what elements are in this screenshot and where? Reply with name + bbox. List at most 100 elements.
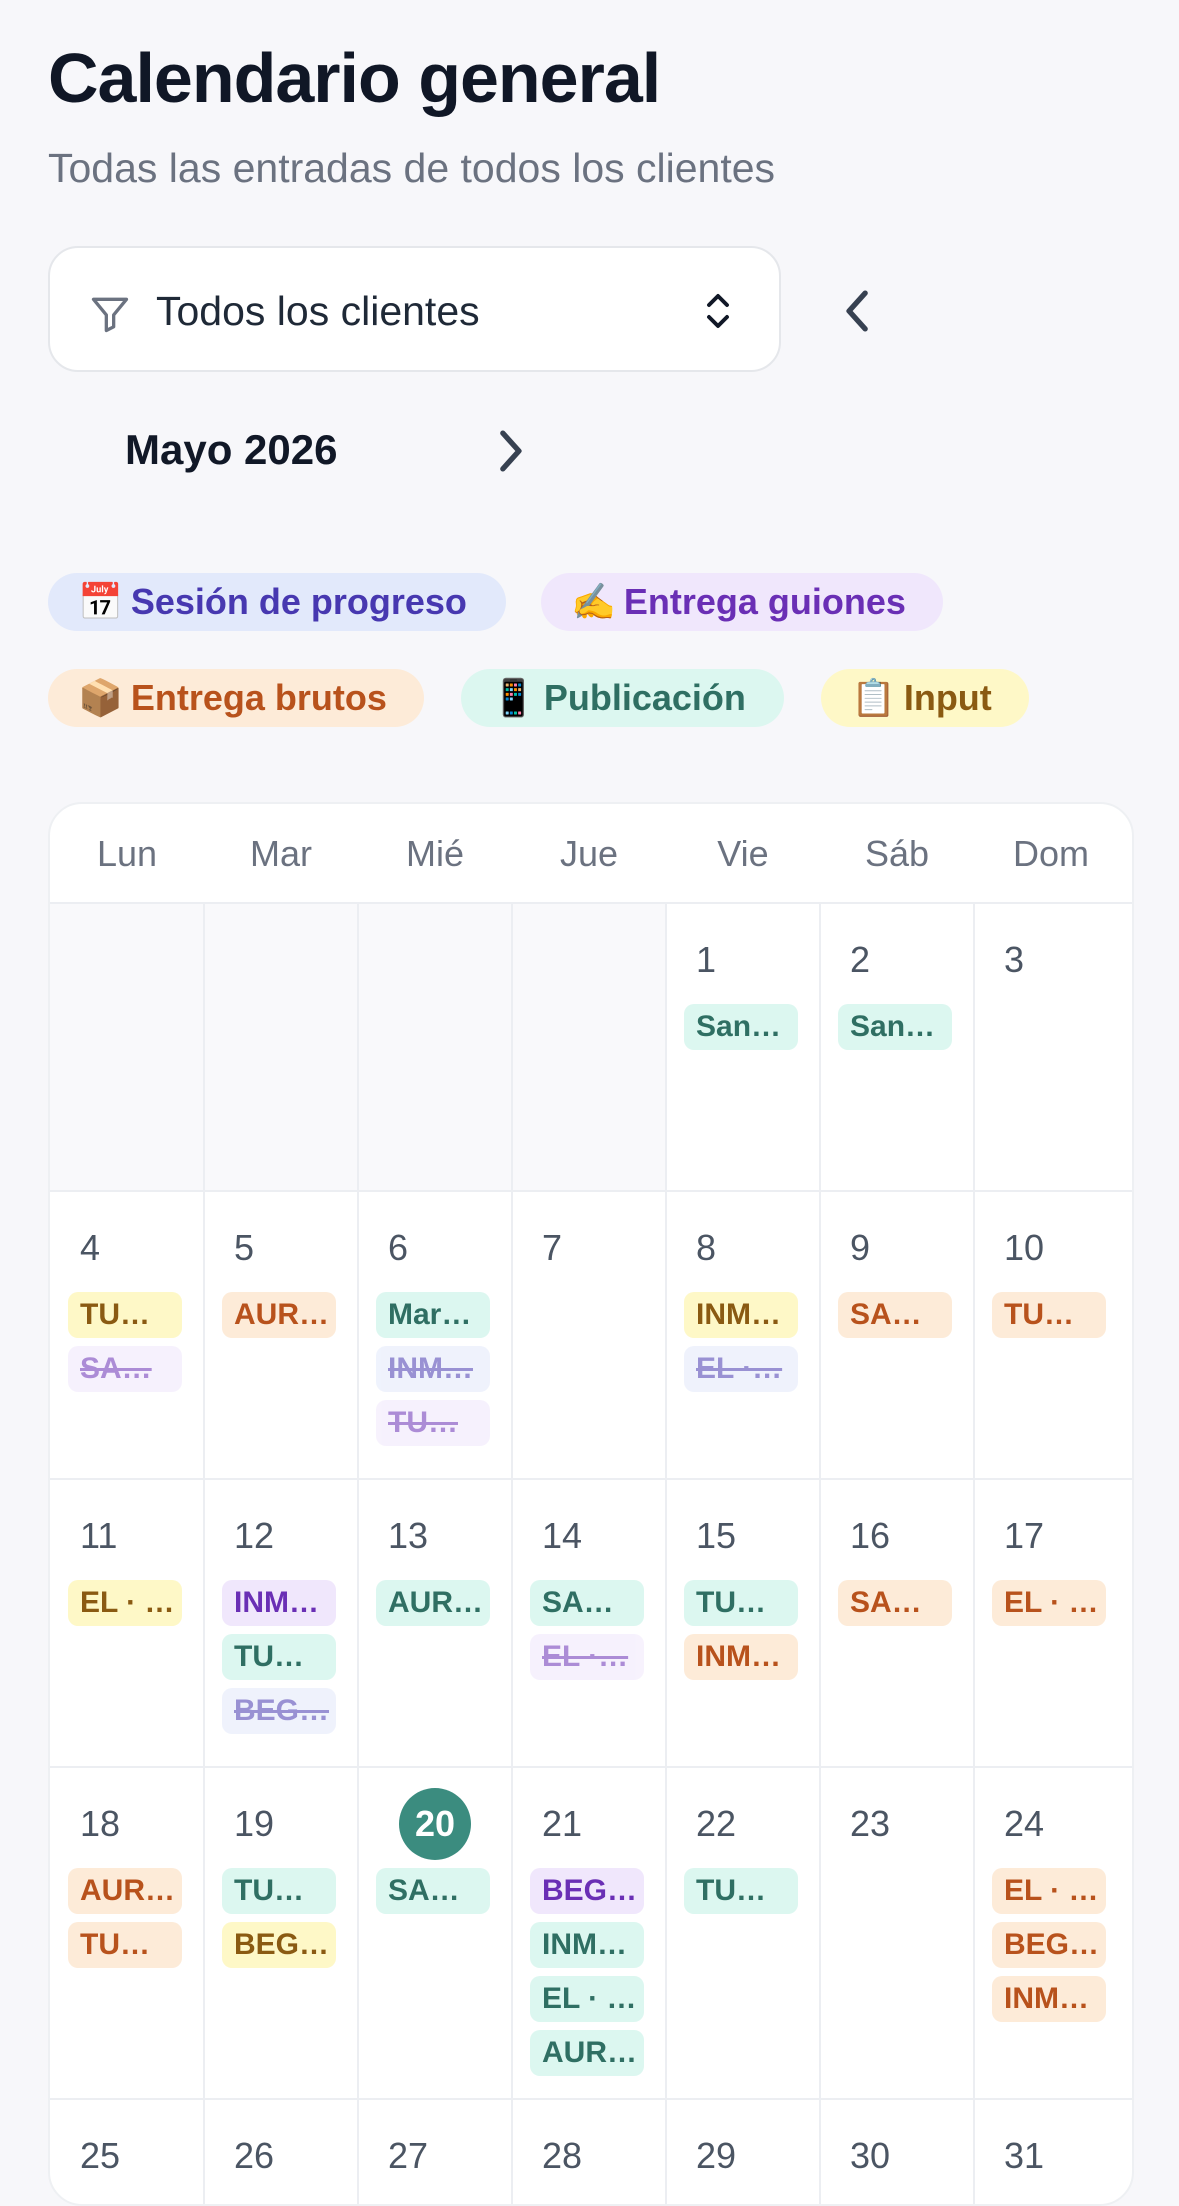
- weekday-header: Lun: [96, 833, 158, 874]
- event-chip[interactable]: BEG…: [530, 1868, 644, 1914]
- client-filter-select[interactable]: Todos los clientes: [48, 246, 781, 372]
- day-cell[interactable]: [50, 2100, 204, 2204]
- event-chip[interactable]: INM…: [376, 1346, 490, 1392]
- chevron-right-icon[interactable]: [488, 426, 532, 476]
- event-chip[interactable]: EL · …: [992, 1580, 1106, 1626]
- legend-emoji-icon: 📦: [78, 677, 123, 718]
- day-cell[interactable]: [666, 1768, 820, 2100]
- event-chip[interactable]: TU…: [68, 1922, 182, 1968]
- event-chip[interactable]: BEG…: [222, 1688, 336, 1734]
- client-filter-value: Todos los clientes: [156, 288, 480, 334]
- legend-inp: 📋 Input: [821, 669, 1029, 727]
- day-number: 4: [80, 1227, 101, 1268]
- event-chip[interactable]: EL · …: [68, 1580, 182, 1626]
- day-number: 26: [234, 2135, 275, 2176]
- event-chip[interactable]: INM…: [684, 1634, 798, 1680]
- legend-label: Publicación: [543, 677, 746, 718]
- day-number: 30: [850, 2135, 891, 2176]
- day-cell[interactable]: [666, 2100, 820, 2204]
- legend-emoji-icon: 📋: [851, 677, 896, 718]
- day-number: 16: [850, 1515, 891, 1556]
- event-chip[interactable]: BEG…: [992, 1922, 1106, 1968]
- month-label: Mayo 2026: [125, 426, 338, 473]
- funnel-icon: [91, 297, 129, 333]
- legend-emoji-icon: 📱: [491, 677, 536, 718]
- day-cell[interactable]: [820, 2100, 974, 2204]
- event-chip[interactable]: SA…: [838, 1580, 952, 1626]
- day-number: 10: [1004, 1227, 1045, 1268]
- event-chip[interactable]: SA…: [838, 1292, 952, 1338]
- weekday-header: Mar: [250, 833, 312, 874]
- event-chip[interactable]: SA…: [530, 1580, 644, 1626]
- event-chip[interactable]: BEG…: [222, 1922, 336, 1968]
- event-chip[interactable]: TU…: [222, 1868, 336, 1914]
- event-chip[interactable]: EL · …: [992, 1868, 1106, 1914]
- event-chip[interactable]: SA…: [68, 1346, 182, 1392]
- legend-emoji-icon: 📅: [78, 581, 123, 622]
- event-chip[interactable]: SA…: [376, 1868, 490, 1914]
- weekday-header: Dom: [1012, 833, 1089, 874]
- day-cell[interactable]: [358, 2100, 512, 2204]
- day-cell[interactable]: [512, 1192, 666, 1480]
- event-chip[interactable]: Mar…: [376, 1292, 490, 1338]
- day-cell[interactable]: [512, 2100, 666, 2204]
- event-chip[interactable]: AUR…: [530, 2030, 644, 2076]
- legend-label: Entrega guiones: [623, 581, 906, 622]
- legend-label: Entrega brutos: [130, 677, 387, 718]
- event-chip[interactable]: AUR…: [68, 1868, 182, 1914]
- event-chip[interactable]: INM…: [530, 1922, 644, 1968]
- day-number: 9: [850, 1227, 871, 1268]
- day-number: 21: [542, 1803, 583, 1844]
- legend-emoji-icon: ✍️: [571, 581, 616, 622]
- legend-bru: 📦 Entrega brutos: [48, 669, 424, 727]
- legend-label: Input: [903, 677, 992, 718]
- event-chip[interactable]: TU…: [222, 1634, 336, 1680]
- day-number: 18: [80, 1803, 121, 1844]
- event-chip[interactable]: San…: [838, 1004, 952, 1050]
- day-number: 24: [1004, 1803, 1045, 1844]
- day-number: 3: [1004, 939, 1025, 980]
- page-title: Calendario general: [48, 39, 661, 117]
- grid-line: [357, 902, 359, 2204]
- event-chip[interactable]: INM…: [222, 1580, 336, 1626]
- day-number: 8: [696, 1227, 717, 1268]
- event-chip[interactable]: TU…: [684, 1868, 798, 1914]
- event-chip[interactable]: AUR…: [222, 1292, 336, 1338]
- weekday-header: Mié: [405, 833, 464, 874]
- event-chip[interactable]: EL ·…: [530, 1634, 644, 1680]
- day-number: 12: [234, 1515, 275, 1556]
- grid-line: [203, 902, 205, 2204]
- day-number: 1: [696, 939, 717, 980]
- day-number: 19: [234, 1803, 275, 1844]
- day-number: 27: [388, 2135, 429, 2176]
- day-cell[interactable]: [820, 1768, 974, 2100]
- day-cell[interactable]: [974, 2100, 1128, 2204]
- grid-line: [511, 902, 513, 2204]
- event-chip[interactable]: AUR…: [376, 1580, 490, 1626]
- event-chip[interactable]: TU…: [376, 1400, 490, 1446]
- day-number: 29: [696, 2135, 737, 2176]
- empty-cell: [204, 904, 358, 1192]
- legend-label: Sesión de progreso: [130, 581, 467, 622]
- day-number: 5: [234, 1227, 255, 1268]
- event-chip[interactable]: INM…: [992, 1976, 1106, 2022]
- day-cell[interactable]: [974, 904, 1128, 1192]
- event-chip[interactable]: San…: [684, 1004, 798, 1050]
- event-chip[interactable]: TU…: [68, 1292, 182, 1338]
- grid-line: [50, 1478, 1132, 1480]
- page-subtitle: Todas las entradas de todos los clientes: [48, 145, 776, 191]
- grid-line: [819, 902, 821, 2204]
- event-chip[interactable]: INM…: [684, 1292, 798, 1338]
- day-number: 17: [1004, 1515, 1045, 1556]
- chevron-left-icon[interactable]: [836, 286, 880, 336]
- event-chip[interactable]: EL · …: [530, 1976, 644, 2022]
- chevron-updown-icon: [707, 294, 729, 328]
- event-chip[interactable]: EL ·…: [684, 1346, 798, 1392]
- day-cell[interactable]: [204, 2100, 358, 2204]
- event-chip[interactable]: TU…: [992, 1292, 1106, 1338]
- day-number: 13: [388, 1515, 429, 1556]
- day-number: 14: [542, 1515, 583, 1556]
- event-chip[interactable]: TU…: [684, 1580, 798, 1626]
- weekday-header: Vie: [717, 833, 769, 874]
- empty-cell: [512, 904, 666, 1192]
